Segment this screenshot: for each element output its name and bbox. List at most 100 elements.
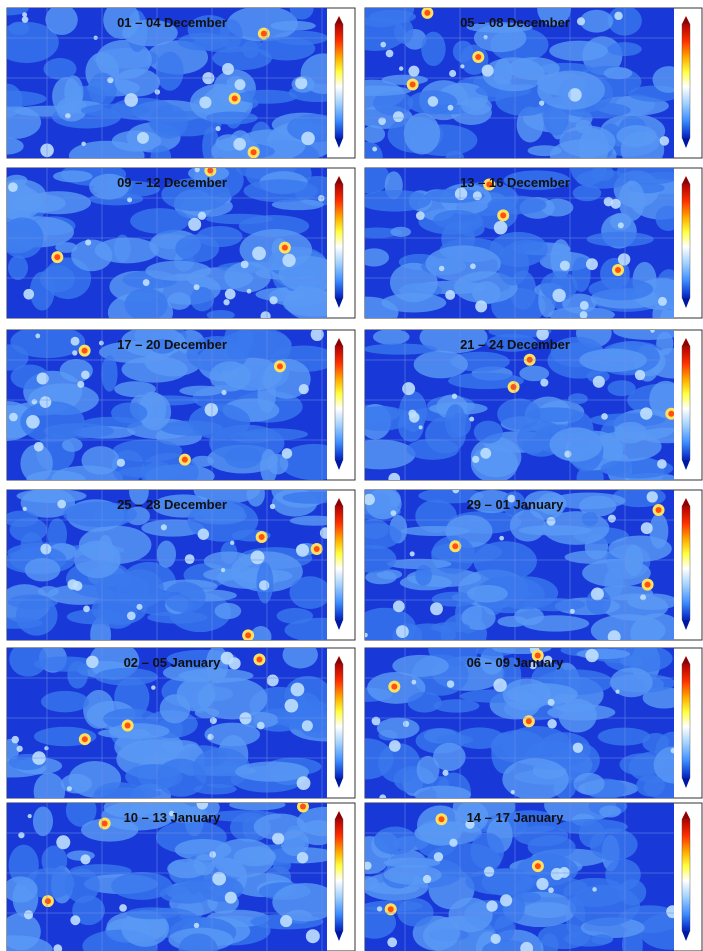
rain-core (388, 906, 394, 912)
rain-blob (599, 805, 621, 817)
rain-blob (383, 858, 440, 868)
rain-spot (270, 504, 275, 509)
rain-core (645, 582, 651, 588)
rain-blob (89, 73, 117, 106)
rain-spot (44, 746, 48, 750)
rain-blob (244, 179, 319, 202)
rain-blob (111, 872, 172, 900)
rain-spot (387, 937, 397, 947)
rain-blob (514, 607, 544, 625)
rain-spot (364, 494, 375, 505)
rain-spot (559, 867, 570, 878)
rain-blob (239, 229, 312, 270)
rain-spot (500, 894, 512, 906)
rain-blob (96, 574, 149, 603)
rain-spot (285, 699, 299, 713)
rain-blob (433, 210, 480, 229)
rain-spot (484, 35, 488, 39)
panel-title: 09 – 12 December (117, 175, 227, 190)
map-panel: 17 – 20 December (0, 322, 355, 493)
rain-core (452, 543, 458, 549)
rain-blob (352, 523, 401, 549)
rain-spot (212, 872, 226, 886)
rain-core (615, 267, 621, 273)
rain-spot (650, 328, 654, 332)
panel-title: 21 – 24 December (460, 337, 570, 352)
rain-spot (564, 451, 571, 458)
map-grid: 01 – 04 December05 – 08 December09 – 12 … (0, 0, 703, 951)
rain-blob (350, 161, 389, 193)
rain-blob (207, 310, 235, 320)
rain-spot (640, 594, 646, 600)
rain-spot (647, 491, 658, 502)
rain-blob (369, 10, 416, 24)
colorbar (682, 24, 690, 138)
rain-blob (588, 278, 653, 300)
rain-core (245, 632, 251, 638)
rain-spot (216, 126, 221, 131)
rain-spot (297, 776, 311, 790)
rain-spot (388, 473, 400, 485)
rain-spot (511, 790, 515, 794)
rain-blob (616, 125, 656, 146)
rain-core (125, 722, 131, 728)
rain-blob (65, 868, 100, 903)
rain-blob (414, 786, 471, 804)
rain-blob (392, 655, 449, 677)
panel-title: 29 – 01 January (467, 497, 565, 512)
rain-blob (426, 245, 501, 282)
rain-spot (372, 147, 377, 152)
rain-blob (156, 759, 206, 797)
rain-blob (390, 227, 411, 237)
rain-spot (560, 261, 570, 271)
rain-core (438, 816, 444, 822)
rain-blob (359, 248, 389, 266)
rain-spot (57, 500, 66, 509)
panel-title: 01 – 04 December (117, 15, 227, 30)
rain-spot (194, 284, 200, 290)
rain-blob (178, 33, 229, 51)
rain-spot (198, 212, 206, 220)
rain-blob (157, 541, 176, 568)
rain-blob (613, 322, 684, 340)
rain-blob (167, 859, 206, 878)
rain-core (500, 212, 506, 218)
rain-blob (109, 723, 170, 739)
rain-blob (487, 196, 546, 215)
rain-spot (641, 522, 653, 534)
rain-spot (137, 132, 149, 144)
rain-spot (570, 609, 575, 614)
rain-blob (95, 668, 158, 686)
rain-blob (401, 526, 470, 536)
rain-spot (70, 915, 80, 925)
rain-spot (233, 138, 246, 151)
rain-blob (550, 427, 603, 461)
rain-spot (67, 786, 72, 791)
rain-spot (608, 515, 616, 523)
rain-blob (636, 775, 665, 797)
rain-blob (53, 170, 93, 182)
rain-blob (415, 565, 432, 586)
panel-title: 06 – 09 January (467, 655, 565, 670)
rain-blob (573, 773, 604, 795)
rain-blob (95, 788, 161, 800)
rain-blob (406, 439, 459, 460)
map-panel: 21 – 24 December (342, 319, 703, 491)
rain-spot (296, 544, 309, 557)
rain-blob (25, 558, 61, 582)
rain-blob (453, 41, 473, 63)
rain-blob (362, 125, 385, 143)
rain-spot (484, 866, 494, 876)
rain-spot (419, 425, 423, 429)
rain-spot (143, 279, 150, 286)
rain-blob (69, 141, 145, 171)
rain-blob (381, 293, 446, 312)
rain-spot (428, 96, 439, 107)
rain-spot (604, 197, 614, 207)
rain-blob (126, 907, 179, 919)
map-panel: 13 – 16 December (335, 151, 702, 330)
rain-blob (125, 288, 168, 321)
rain-blob (598, 728, 651, 746)
map-panel: 29 – 01 January (346, 484, 702, 654)
rain-spot (608, 630, 621, 643)
